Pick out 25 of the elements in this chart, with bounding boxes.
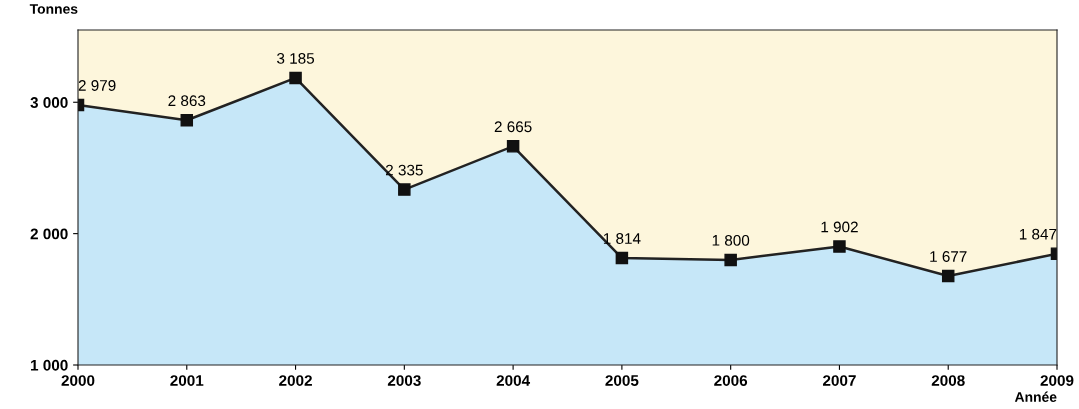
data-label: 2 863 [168,95,206,107]
x-tick-label: 2007 [822,375,856,386]
x-tick-label: 2001 [170,375,204,386]
x-tick-label: 2005 [605,375,639,386]
y-tick-label: 3 000 [30,97,68,108]
y-tick-label: 1 000 [31,359,68,371]
data-label: 1 847 [1019,228,1057,240]
y-tick-label: 2 000 [30,228,68,240]
x-tick-label: 2009 [1040,375,1074,386]
data-label: 1 814 [603,233,641,244]
data-label: 2 665 [494,121,532,133]
x-tick-label: 2004 [496,375,531,386]
data-label: 2 979 [78,80,116,91]
x-tick-label: 2008 [931,375,965,386]
data-label: 2 335 [385,164,423,176]
x-tick-label: 2002 [279,375,312,386]
data-label: 1 677 [930,251,967,262]
x-tick-label: 2006 [714,375,748,386]
x-tick-label: 2000 [61,375,95,386]
x-axis-title: Année [1014,391,1057,402]
data-label: 1 902 [821,221,858,233]
data-label: 3 185 [277,53,315,64]
data-label: 1 800 [712,234,750,246]
x-tick-label: 2003 [387,375,421,386]
y-axis-title: Tonnes [29,4,78,14]
